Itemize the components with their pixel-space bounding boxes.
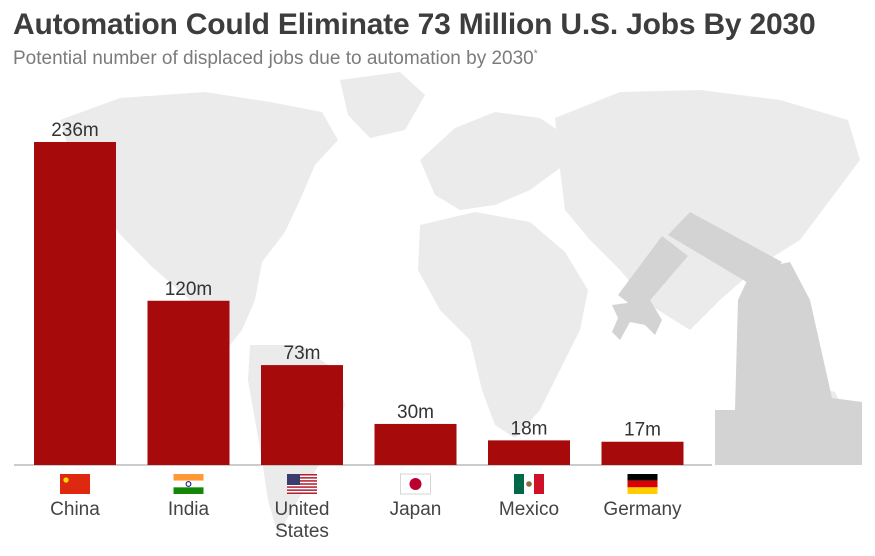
mexico-flag-red-band <box>534 474 544 494</box>
world-map-background <box>60 72 860 535</box>
europe-shape <box>420 112 575 210</box>
germany-flag-black-stripe <box>627 474 658 481</box>
value-label: 120m <box>165 279 213 300</box>
mexico-flag-emblem <box>526 481 532 487</box>
india-flag-middle-stripe <box>173 480 204 488</box>
value-label: 236m <box>51 120 99 141</box>
category-label-line: States <box>275 521 329 542</box>
us-flag-canton <box>287 474 300 485</box>
mexico-flag-green-band <box>514 474 524 494</box>
bar-mexico <box>488 440 570 465</box>
india-flag <box>173 474 204 494</box>
us-flag-stripe <box>287 489 317 491</box>
bar-japan <box>374 423 457 465</box>
subtitle-text: Potential number of displaced jobs due t… <box>13 48 534 69</box>
mexico-flag <box>514 474 544 494</box>
category-label: China <box>50 499 100 520</box>
china-flag-field <box>60 474 90 494</box>
india-flag-top-stripe <box>173 474 204 481</box>
robot-base-shape <box>715 262 862 465</box>
india-flag-bottom-stripe <box>173 487 204 494</box>
china-flag <box>60 474 90 494</box>
asia-shape <box>555 90 860 330</box>
robot-lower-arm-shape <box>668 212 782 290</box>
us-flag-stripe <box>287 486 317 488</box>
value-label: 30m <box>397 402 434 423</box>
value-label: 17m <box>624 420 661 441</box>
robot-upper-arm-shape <box>618 236 688 312</box>
robot-arm-illustration <box>612 212 862 465</box>
us-flag-stripe <box>287 483 317 485</box>
value-label: 73m <box>284 343 321 364</box>
robot-gripper-shape <box>612 300 662 340</box>
bar-united-states <box>261 365 343 465</box>
category-label-line: Germany <box>603 499 682 520</box>
category-label: Mexico <box>499 499 559 520</box>
chart-marks: 236m China 120m India 73m United States 30m Japa… <box>34 120 684 542</box>
category-label: United States <box>275 499 330 542</box>
us-flag-stripe <box>287 477 317 479</box>
us-flag-stripe <box>287 474 317 476</box>
north-america-shape <box>60 92 338 345</box>
chart-title: Automation Could Eliminate 73 Million U.… <box>13 8 816 41</box>
category-label-line: Mexico <box>499 499 559 520</box>
footnote-marker: * <box>533 48 538 60</box>
category-label: India <box>168 499 210 520</box>
category-label-line: India <box>168 499 210 520</box>
category-label-line: Japan <box>390 499 442 520</box>
value-label: 18m <box>511 418 548 439</box>
bar-india <box>147 300 230 465</box>
category-label-line: United <box>275 499 330 520</box>
us-flag-stripe <box>287 480 317 482</box>
china-flag-star <box>63 477 69 483</box>
germany-flag-gold-stripe <box>627 487 658 494</box>
chart-subtitle: Potential number of displaced jobs due t… <box>13 48 538 70</box>
japan-flag-sun <box>409 478 422 490</box>
category-label: Japan <box>390 499 442 520</box>
germany-flag <box>627 474 658 494</box>
category-label: Germany <box>603 499 682 520</box>
us-flag-stripe <box>287 492 317 494</box>
bar-germany <box>601 441 684 465</box>
japan-flag <box>400 473 431 495</box>
united-states-flag <box>287 474 317 494</box>
germany-flag-red-stripe <box>627 480 658 488</box>
bar-china <box>34 142 116 465</box>
india-flag-wheel <box>185 481 192 487</box>
africa-shape <box>418 212 588 438</box>
category-label-line: China <box>50 499 100 520</box>
greenland-shape <box>340 72 425 138</box>
